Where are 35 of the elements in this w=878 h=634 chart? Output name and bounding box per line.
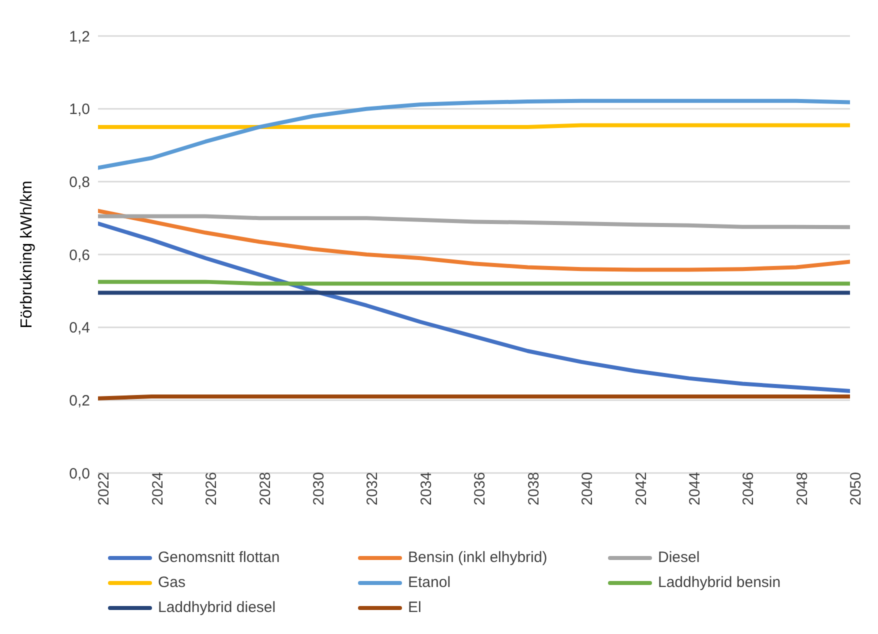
x-tick-label: 2038 bbox=[525, 472, 542, 506]
legend-label: Laddhybrid bensin bbox=[658, 574, 781, 591]
legend-label: Laddhybrid diesel bbox=[158, 599, 276, 616]
line-series bbox=[98, 208, 850, 272]
line-series bbox=[98, 222, 850, 394]
line-series bbox=[98, 214, 850, 230]
x-tick-label: 2030 bbox=[310, 472, 328, 506]
x-tick-label: 2024 bbox=[149, 472, 166, 506]
y-tick-label: 0,4 bbox=[69, 320, 90, 337]
x-tick-label: 2044 bbox=[686, 472, 704, 506]
x-tick-label: 2034 bbox=[418, 472, 435, 506]
y-tick-label: 0,6 bbox=[69, 246, 90, 264]
legend-label: Diesel bbox=[658, 549, 700, 566]
x-tick-label: 2050 bbox=[848, 472, 865, 506]
x-tick-label: 2046 bbox=[740, 472, 758, 506]
x-tick-label: 2026 bbox=[203, 472, 220, 506]
legend-label: Etanol bbox=[408, 574, 451, 591]
x-tick-label: 2036 bbox=[472, 472, 489, 506]
y-tick-label: 0,8 bbox=[69, 174, 90, 191]
x-tick-label: 2042 bbox=[632, 472, 650, 506]
y-tick-label: 1,2 bbox=[69, 28, 90, 46]
x-tick-label: 2040 bbox=[579, 472, 596, 506]
x-tick-label: 2022 bbox=[96, 472, 113, 506]
x-tick-label: 2028 bbox=[256, 472, 274, 506]
y-tick-label: 0,2 bbox=[69, 392, 90, 410]
legend-label: Gas bbox=[158, 574, 186, 591]
legend-label: Bensin (inkl elhybrid) bbox=[408, 549, 548, 566]
legend-label: El bbox=[408, 599, 422, 616]
y-tick-label: 1,0 bbox=[69, 101, 90, 118]
y-tick-label: 0,0 bbox=[69, 465, 90, 482]
y-axis-title: Förbrukning kWh/km bbox=[18, 180, 36, 328]
legend-label: Genomsnitt flottan bbox=[158, 549, 280, 566]
x-tick-label: 2032 bbox=[364, 472, 382, 506]
line-series bbox=[98, 98, 850, 170]
x-tick-label: 2048 bbox=[794, 472, 811, 506]
